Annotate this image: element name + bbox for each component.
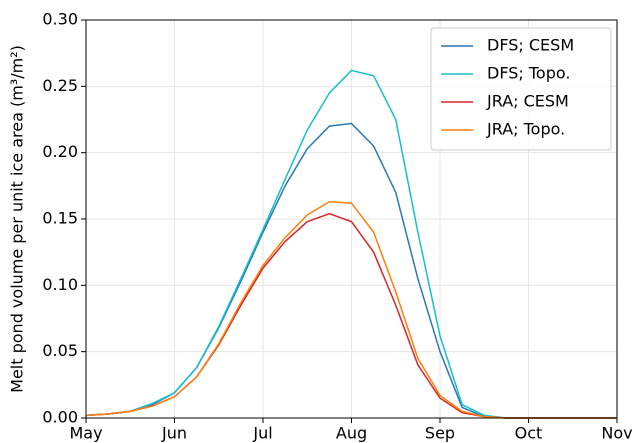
legend-label: JRA; Topo. xyxy=(486,120,565,139)
y-tick-label: 0.05 xyxy=(42,341,78,360)
y-tick-label: 0.20 xyxy=(42,142,78,161)
x-tick-label: Sep xyxy=(425,424,455,443)
x-tick-label: Nov xyxy=(601,424,632,443)
plot-frame xyxy=(85,19,618,419)
x-tick-label: Jun xyxy=(161,424,187,443)
y-tick-label: 0.10 xyxy=(42,275,78,294)
y-tick-label: 0.30 xyxy=(42,10,78,29)
x-tick-label: Aug xyxy=(336,424,367,443)
y-tick-label: 0.15 xyxy=(42,209,78,228)
y-axis-label: Melt pond volume per unit ice area (m³/m… xyxy=(8,45,27,393)
x-tick-label: Jul xyxy=(252,424,272,443)
legend-box xyxy=(430,27,612,151)
y-tick-label: 0.25 xyxy=(42,76,78,95)
legend-label: DFS; Topo. xyxy=(487,64,570,83)
y-tick-label: 0.00 xyxy=(42,408,78,427)
legend-label: JRA; CESM xyxy=(486,92,569,111)
legend-label: DFS; CESM xyxy=(487,36,574,55)
x-tick-label: May xyxy=(69,424,102,443)
x-tick-label: Oct xyxy=(515,424,543,443)
